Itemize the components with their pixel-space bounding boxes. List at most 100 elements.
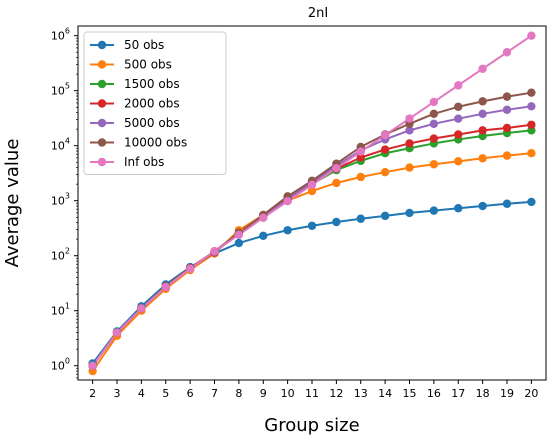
x-tick-label: 15 bbox=[403, 387, 417, 400]
y-axis-label: Average value bbox=[2, 139, 23, 268]
x-tick-label: 14 bbox=[378, 387, 392, 400]
y-tick-label: 105 bbox=[51, 82, 70, 98]
y-tick-label: 102 bbox=[51, 247, 70, 263]
x-tick-label: 19 bbox=[500, 387, 514, 400]
data-point bbox=[356, 172, 365, 182]
data-point bbox=[454, 130, 463, 139]
data-point bbox=[380, 211, 390, 221]
data-point bbox=[478, 97, 487, 106]
data-point bbox=[356, 153, 365, 162]
data-point bbox=[307, 180, 317, 189]
legend-label: 2000 obs bbox=[124, 97, 180, 111]
y-tick-label: 101 bbox=[51, 302, 70, 318]
x-tick-label: 3 bbox=[114, 387, 121, 400]
data-point bbox=[405, 208, 414, 218]
data-point bbox=[234, 230, 244, 239]
data-point bbox=[478, 201, 487, 211]
legend-marker bbox=[97, 40, 107, 50]
data-point bbox=[527, 149, 536, 158]
chart-title: 2nI bbox=[308, 6, 328, 21]
x-tick-label: 13 bbox=[354, 387, 368, 400]
data-point bbox=[405, 139, 414, 148]
x-tick-label: 5 bbox=[162, 387, 169, 400]
legend: 50 obs 500 obs 1500 obs 2000 obs 5000 obs 100… bbox=[83, 31, 227, 175]
data-point bbox=[502, 199, 512, 208]
data-point bbox=[112, 328, 122, 337]
legend-marker bbox=[97, 79, 107, 89]
legend-label: 5000 obs bbox=[124, 116, 180, 130]
legend-box bbox=[83, 31, 227, 175]
legend-label: 1500 obs bbox=[124, 77, 180, 91]
axis-layer: 2 3 4 5 6 7 8 9 10 11 12 13 14 15 16 17 18 19 20 100 101 102 1… bbox=[51, 25, 547, 400]
data-point bbox=[429, 119, 439, 129]
data-point bbox=[527, 31, 536, 40]
data-point bbox=[454, 157, 463, 166]
data-point bbox=[307, 221, 317, 230]
data-point bbox=[380, 145, 390, 154]
data-point bbox=[527, 120, 536, 129]
data-point bbox=[137, 304, 146, 313]
legend-label: Inf obs bbox=[124, 155, 164, 169]
data-point bbox=[502, 123, 512, 133]
data-point bbox=[307, 186, 317, 196]
x-tick-label: 17 bbox=[451, 387, 465, 400]
data-point bbox=[478, 154, 487, 163]
y-tick-label: 104 bbox=[51, 137, 70, 153]
data-point bbox=[454, 81, 463, 90]
data-point bbox=[356, 147, 365, 156]
data-point bbox=[454, 204, 463, 213]
data-point bbox=[429, 160, 439, 169]
data-point bbox=[405, 163, 414, 172]
legend-label: 10000 obs bbox=[124, 136, 187, 150]
legend-marker bbox=[97, 118, 107, 128]
legend-label: 50 obs bbox=[124, 38, 164, 52]
legend-label: 500 obs bbox=[124, 58, 172, 72]
legend-marker bbox=[97, 138, 107, 147]
x-tick-label: 20 bbox=[524, 387, 538, 400]
data-point bbox=[185, 264, 195, 273]
data-point bbox=[283, 226, 292, 235]
x-tick-label: 8 bbox=[235, 387, 242, 400]
legend-marker bbox=[97, 157, 107, 167]
x-tick-label: 2 bbox=[89, 387, 96, 400]
y-tick-label: 103 bbox=[51, 192, 70, 208]
data-point bbox=[380, 167, 390, 177]
data-point bbox=[234, 238, 244, 248]
x-tick-label: 12 bbox=[329, 387, 343, 400]
x-tick-label: 16 bbox=[427, 387, 441, 400]
legend-marker bbox=[97, 99, 107, 108]
data-point bbox=[405, 114, 414, 123]
x-tick-label: 11 bbox=[305, 387, 319, 400]
x-tick-label: 4 bbox=[138, 387, 145, 400]
data-point bbox=[283, 196, 292, 206]
plot-layer bbox=[88, 31, 536, 376]
data-point bbox=[527, 197, 536, 207]
data-point bbox=[429, 206, 439, 215]
x-tick-label: 7 bbox=[211, 387, 218, 400]
data-point bbox=[502, 48, 512, 57]
data-point bbox=[332, 178, 341, 188]
data-point bbox=[429, 109, 439, 119]
y-tick-label: 100 bbox=[51, 357, 70, 373]
data-point bbox=[527, 102, 536, 111]
data-point bbox=[502, 151, 512, 160]
x-axis-label: Group size bbox=[264, 415, 359, 436]
data-point bbox=[429, 134, 439, 143]
data-point bbox=[88, 361, 97, 370]
data-point bbox=[210, 247, 219, 256]
legend-marker bbox=[97, 60, 107, 69]
data-point bbox=[502, 105, 512, 114]
data-point bbox=[161, 282, 170, 292]
data-point bbox=[259, 213, 268, 222]
x-tick-label: 10 bbox=[281, 387, 295, 400]
data-point bbox=[502, 92, 512, 101]
data-point bbox=[478, 126, 487, 135]
data-point bbox=[356, 214, 365, 223]
data-point bbox=[259, 231, 268, 241]
data-point bbox=[380, 130, 390, 140]
data-point bbox=[478, 64, 487, 74]
data-point bbox=[454, 114, 463, 123]
data-point bbox=[454, 102, 463, 111]
